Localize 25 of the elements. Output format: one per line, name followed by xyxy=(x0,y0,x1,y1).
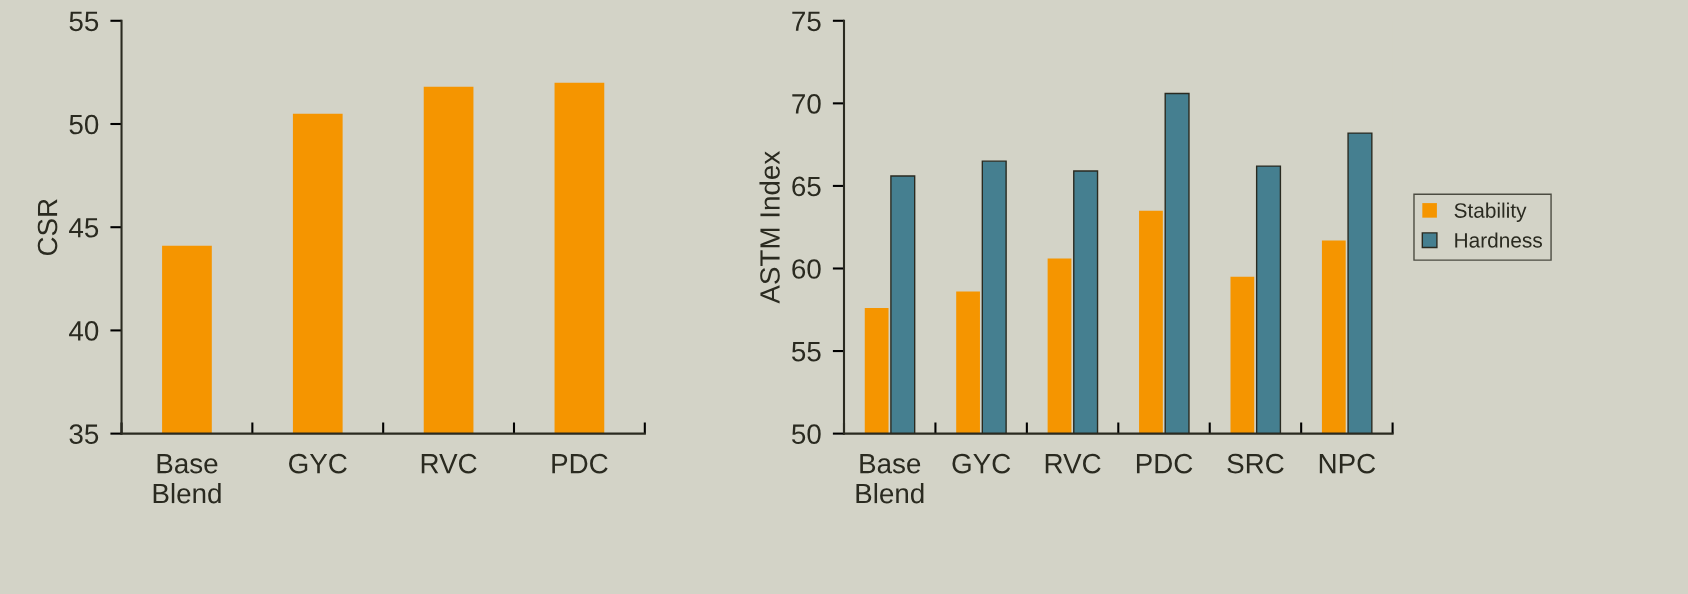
x-tick-label: PDC xyxy=(552,453,608,474)
x-tick-label: Base Blend xyxy=(856,454,924,504)
y-tick-label: 60 xyxy=(792,259,821,279)
y-tick-label: 50 xyxy=(69,114,99,135)
x-tick-label: PDC xyxy=(1136,453,1193,474)
x-tick-label: Base Blend xyxy=(153,454,221,504)
legend-label: Stability xyxy=(1454,202,1527,222)
y-tick-label: 65 xyxy=(792,176,821,197)
legend-label: Hardness xyxy=(1455,232,1542,248)
x-tick-label: RVC xyxy=(421,453,477,474)
x-tick-label: SRC xyxy=(1227,453,1284,474)
y-tick-label: 55 xyxy=(69,11,99,32)
y-axis-title: CSR xyxy=(37,199,58,256)
x-tick-label: GYC xyxy=(289,453,347,474)
x-tick-label: NPC xyxy=(1319,453,1376,474)
y-tick-label: 40 xyxy=(69,321,99,341)
y-tick-label: 70 xyxy=(792,94,821,114)
y-tick-label: 75 xyxy=(792,11,821,32)
x-tick-label: GYC xyxy=(952,453,1011,474)
y-tick-label: 35 xyxy=(69,424,99,444)
y-tick-label: 55 xyxy=(791,342,821,362)
y-axis-title: ASTM Index xyxy=(759,151,780,304)
y-tick-label: 45 xyxy=(69,218,99,238)
y-tick-label: 50 xyxy=(791,424,821,444)
x-tick-label: RVC xyxy=(1045,453,1101,474)
